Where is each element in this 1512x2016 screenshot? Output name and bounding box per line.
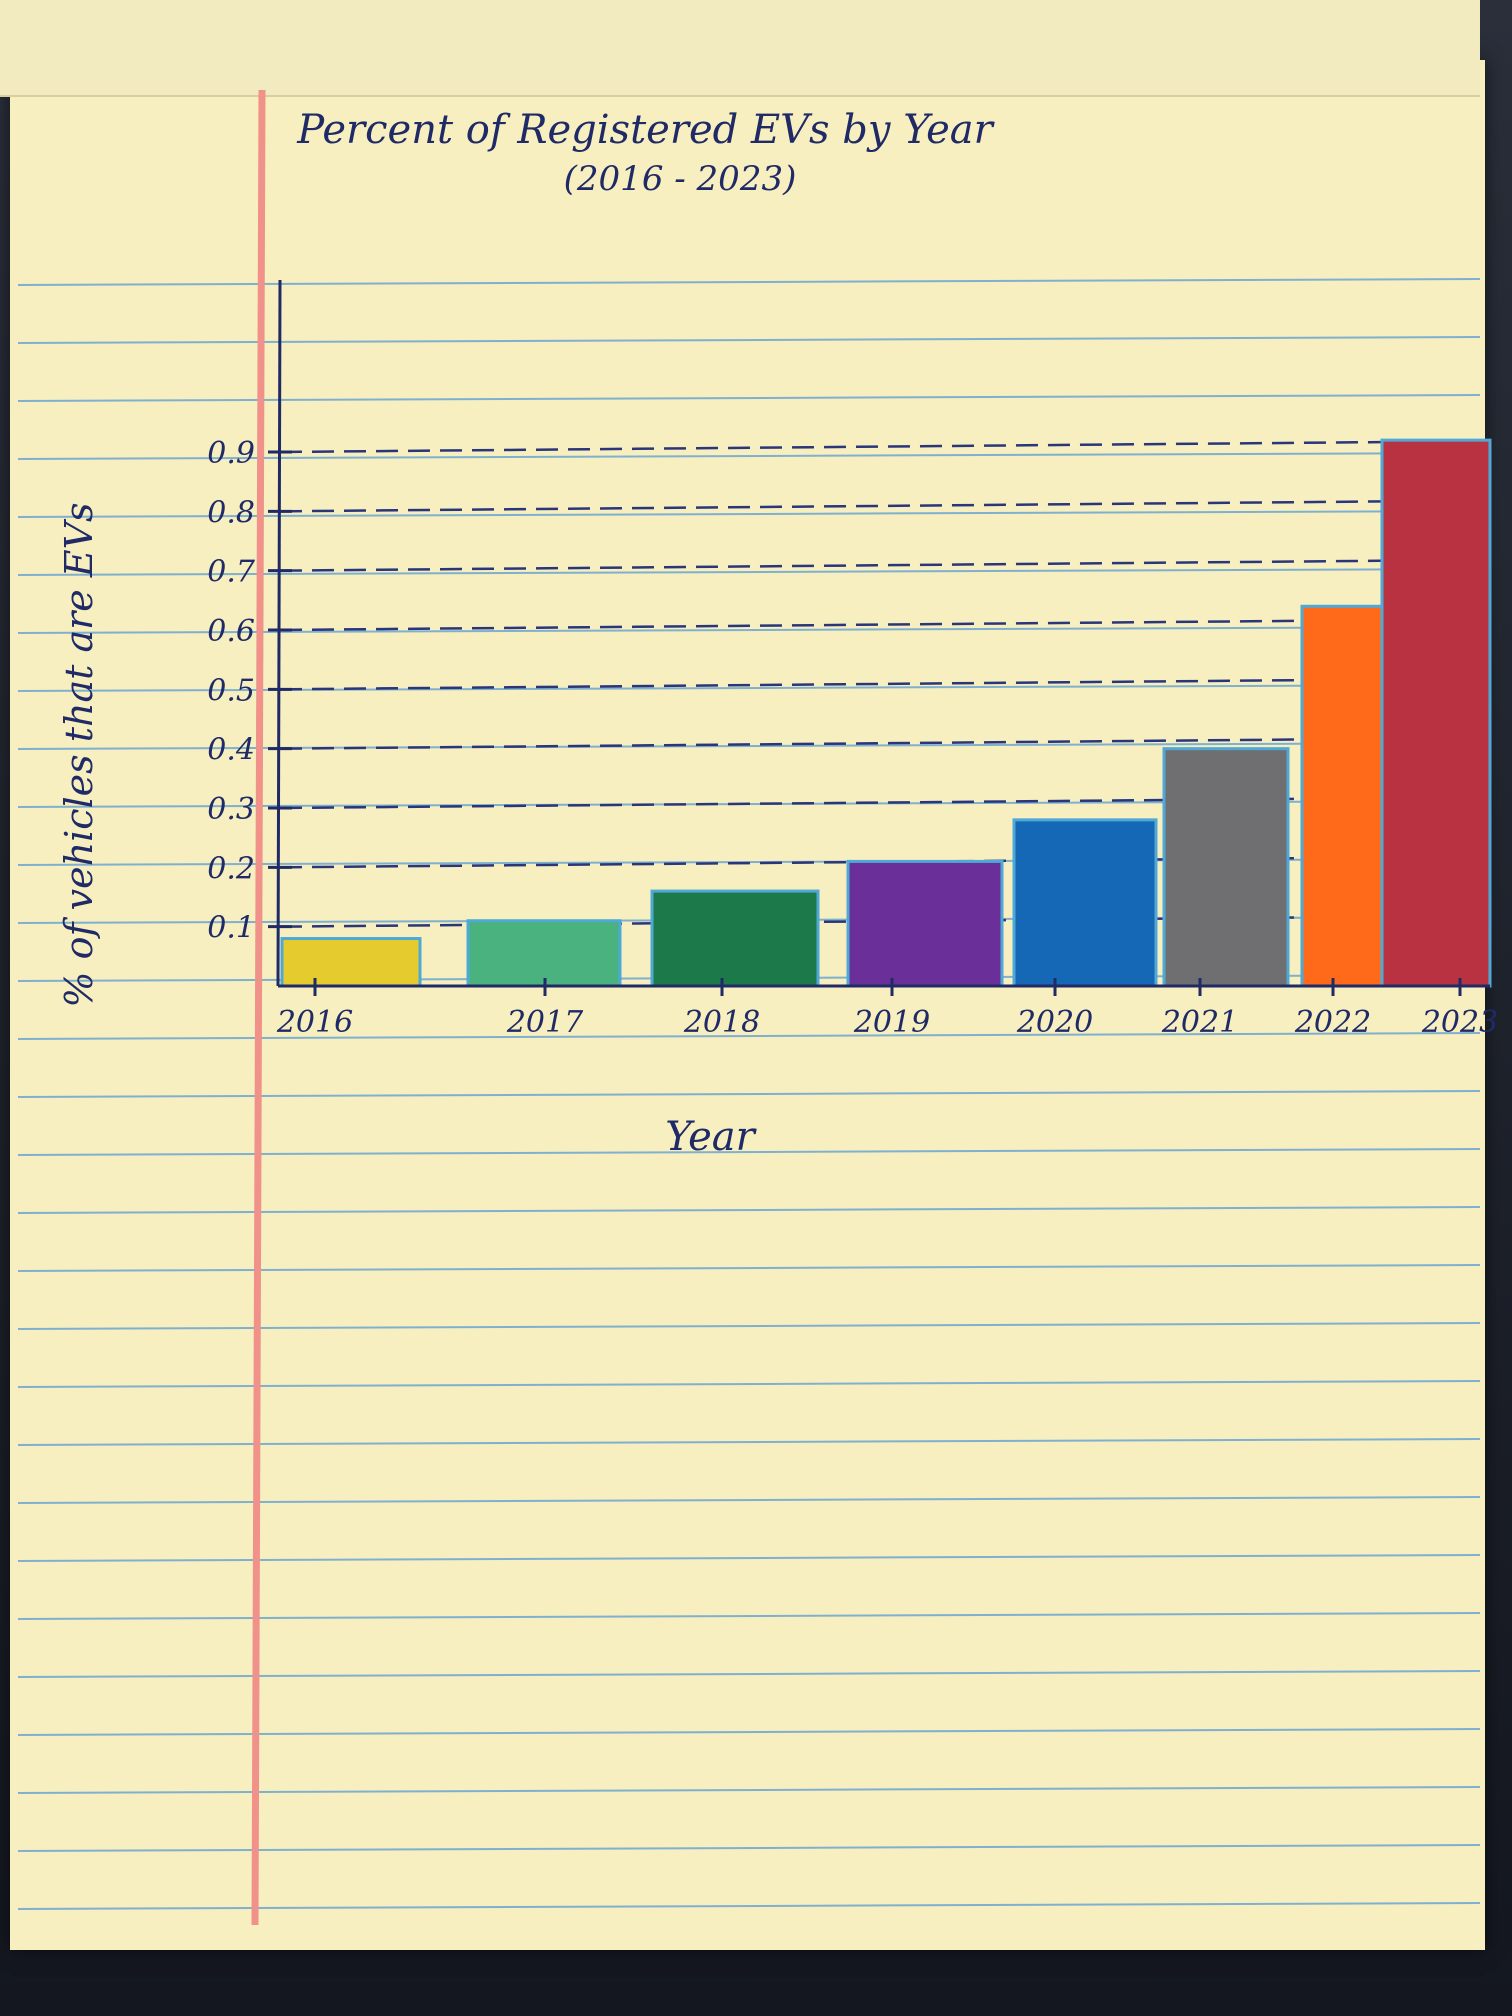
y-axis-label: % of vehicles that are EVs <box>57 502 101 1007</box>
ruled-line <box>17 1612 1481 1620</box>
x-tick-labels: 2016 2017 2018 2019 2020 2021 2022 2023 <box>276 978 1498 1040</box>
ruled-line <box>17 1554 1481 1562</box>
x-axis-label: Year <box>665 1114 757 1160</box>
ruled-line <box>17 1728 1481 1736</box>
bar <box>846 859 1004 988</box>
ruled-line <box>17 1438 1481 1446</box>
x-tick-label: 2023 <box>1421 1005 1498 1040</box>
x-tick-label: 2017 <box>506 1005 584 1040</box>
ruled-line <box>17 1380 1481 1388</box>
ruled-line <box>17 1844 1481 1852</box>
gridlines <box>279 440 1391 928</box>
gridline <box>279 500 1391 513</box>
bar <box>1162 747 1290 988</box>
bar <box>1380 438 1492 988</box>
ruled-line <box>17 1322 1481 1330</box>
ruled-line <box>17 1148 1481 1156</box>
y-tick-label: 0.6 <box>207 614 255 649</box>
bar <box>280 937 422 988</box>
gridline <box>279 618 1391 632</box>
y-tick-label: 0.2 <box>207 851 255 886</box>
ruled-line <box>17 1786 1481 1794</box>
y-tick-label: 0.9 <box>207 436 255 471</box>
y-tick-label: 0.3 <box>207 792 255 827</box>
chart-title: Percent of Registered EVs by Year <box>296 107 995 153</box>
gridline <box>279 737 1391 750</box>
gridline <box>279 678 1391 691</box>
x-tick-label: 2016 <box>276 1005 353 1040</box>
x-tick-label: 2018 <box>683 1005 760 1040</box>
ruled-line <box>17 1670 1481 1678</box>
ruled-line <box>17 394 1481 402</box>
y-tick-label: 0.1 <box>207 911 255 946</box>
ruled-line <box>17 278 1481 286</box>
bar <box>650 889 820 988</box>
ruled-line <box>17 1264 1481 1272</box>
bar <box>466 919 622 988</box>
y-tick-label: 0.7 <box>207 555 256 590</box>
ruled-line <box>17 1902 1481 1910</box>
y-tick-label: 0.5 <box>207 673 255 708</box>
y-axis-line <box>276 279 282 987</box>
x-tick-label: 2021 <box>1161 1005 1238 1040</box>
gridline <box>279 440 1391 454</box>
gridline <box>279 856 1391 869</box>
y-tick-labels: 0.1 0.2 0.3 0.4 0.5 0.6 0.7 0.8 0.9 <box>207 436 292 946</box>
chart-subtitle: (2016 - 2023) <box>564 159 797 199</box>
gridline <box>279 915 1391 928</box>
ruled-line <box>17 336 1481 344</box>
x-tick-label: 2019 <box>853 1005 930 1040</box>
gridline <box>279 559 1391 572</box>
pad-top-binding <box>0 0 1480 97</box>
x-tick-label: 2022 <box>1294 1005 1371 1040</box>
ruled-line <box>17 1206 1481 1214</box>
y-tick-label: 0.4 <box>207 733 255 768</box>
ruled-line <box>17 1090 1481 1098</box>
margin-line <box>251 89 266 1926</box>
bar <box>1012 818 1158 988</box>
bars <box>280 438 1492 988</box>
y-tick-label: 0.8 <box>207 495 255 530</box>
gridline <box>279 796 1391 810</box>
ruled-line <box>17 1496 1481 1504</box>
x-tick-label: 2020 <box>1016 1005 1093 1040</box>
